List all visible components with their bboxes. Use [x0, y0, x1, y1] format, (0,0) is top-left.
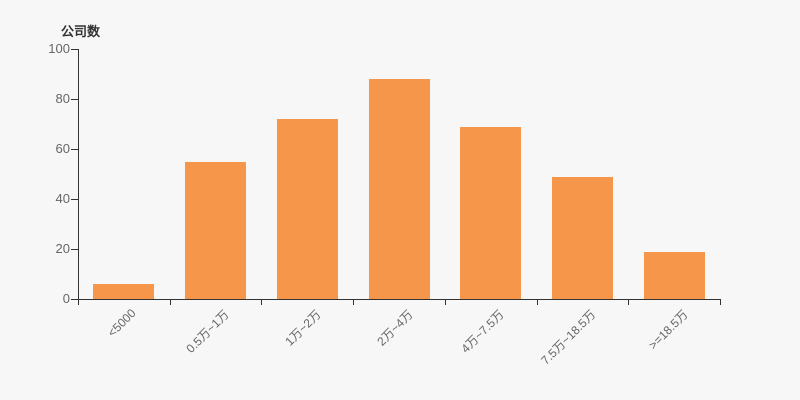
x-axis-tick — [353, 300, 355, 305]
x-axis-tick — [78, 300, 79, 305]
x-axis-line — [78, 299, 721, 300]
y-tick-label: 60 — [55, 141, 70, 156]
y-axis-tick — [71, 199, 78, 200]
bar — [93, 284, 155, 299]
y-tick-label: 20 — [55, 241, 70, 256]
x-axis-tick — [720, 300, 721, 305]
y-axis-tick — [71, 49, 78, 50]
x-tick-label: 1万~2万 — [282, 307, 324, 349]
x-axis-tick — [536, 300, 538, 305]
y-axis-tick — [71, 99, 78, 100]
y-axis-title: 公司数 — [61, 24, 101, 39]
bar — [460, 126, 522, 299]
x-axis-tick — [628, 300, 630, 305]
x-tick-label: 2万~4万 — [374, 307, 416, 349]
x-tick-label: 7.5万~18.5万 — [538, 307, 599, 368]
bar — [276, 119, 338, 299]
bar — [551, 176, 613, 299]
y-tick-label: 40 — [55, 191, 70, 206]
y-tick-label: 100 — [48, 41, 70, 56]
x-tick-label: 0.5万~1万 — [183, 307, 232, 356]
bar — [368, 79, 430, 299]
bar — [185, 161, 247, 299]
y-tick-label: 80 — [55, 91, 70, 106]
bar — [643, 251, 705, 299]
x-axis-tick — [444, 300, 446, 305]
y-axis-line — [78, 49, 79, 299]
y-axis-tick — [71, 249, 78, 250]
x-axis-tick — [261, 300, 263, 305]
y-tick-label: 0 — [62, 291, 70, 306]
y-axis-tick — [71, 299, 78, 300]
x-tick-label: 4万~7.5万 — [458, 307, 508, 356]
x-axis-tick — [169, 300, 171, 305]
x-tick-label: >=18.5万 — [645, 307, 691, 353]
y-axis-tick — [71, 149, 78, 150]
x-tick-label: <5000 — [105, 306, 139, 340]
